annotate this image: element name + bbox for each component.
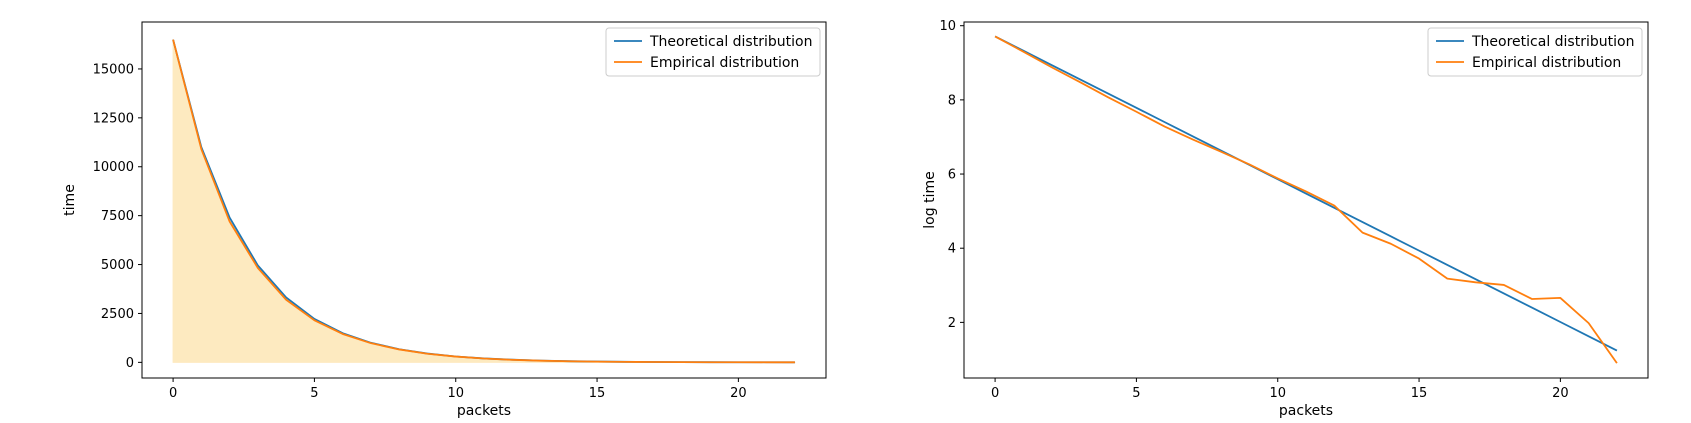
x-tick-label: 0 bbox=[169, 386, 177, 401]
chart-panel-1: 0 5 10 15 20 0 2500 5000 7500 10000 12500 15000 pack… bbox=[62, 21, 827, 419]
legend-label-theoretical: Theoretical distribution bbox=[1471, 34, 1634, 50]
plot-frame bbox=[963, 21, 1649, 379]
legend: Theoretical distribution Empirical distri… bbox=[1427, 27, 1643, 77]
chart-panel-2: 0 5 10 15 20 2 4 6 8 10 packets log time Theoretical… bbox=[922, 19, 1649, 419]
x-tick-label: 10 bbox=[447, 386, 464, 401]
x-tick-label: 5 bbox=[1132, 386, 1140, 401]
y-tick-label: 2 bbox=[948, 316, 956, 331]
x-tick-label: 20 bbox=[1552, 386, 1569, 401]
legend-box bbox=[1427, 27, 1643, 77]
legend-label-empirical: Empirical distribution bbox=[1472, 55, 1621, 71]
x-tick-label: 10 bbox=[1269, 386, 1286, 401]
legend-label-theoretical: Theoretical distribution bbox=[649, 34, 812, 50]
y-tick-label: 8 bbox=[948, 93, 956, 108]
y-tick-label: 5000 bbox=[101, 258, 134, 273]
series-line-empirical bbox=[172, 39, 795, 364]
series-line-empirical bbox=[994, 35, 1618, 364]
legend: Theoretical distribution Empirical distri… bbox=[605, 27, 821, 77]
series-line-theoretical bbox=[994, 35, 1618, 352]
y-axis-label: log time bbox=[922, 171, 938, 228]
y-tick-label: 0 bbox=[126, 356, 134, 371]
x-tick-label: 15 bbox=[589, 386, 606, 401]
y-tick-label: 10 bbox=[939, 19, 956, 34]
x-axis-label: packets bbox=[1279, 403, 1333, 419]
y-axis-label: time bbox=[62, 184, 78, 216]
y-tick-label: 6 bbox=[948, 168, 956, 183]
x-axis-label: packets bbox=[457, 403, 511, 419]
y-tick-label: 12500 bbox=[93, 111, 134, 126]
x-tick-label: 20 bbox=[730, 386, 747, 401]
y-tick-label: 2500 bbox=[101, 307, 134, 322]
area-fill bbox=[172, 39, 796, 363]
y-tick-label: 4 bbox=[948, 242, 956, 257]
x-tick-label: 15 bbox=[1411, 386, 1428, 401]
y-tick-label: 10000 bbox=[93, 160, 134, 175]
plot-frame bbox=[141, 21, 827, 379]
y-tick-label: 15000 bbox=[93, 62, 134, 77]
x-tick-label: 5 bbox=[310, 386, 318, 401]
legend-label-empirical: Empirical distribution bbox=[650, 55, 799, 71]
y-tick-label: 7500 bbox=[101, 209, 134, 224]
x-tick-label: 0 bbox=[991, 386, 999, 401]
legend-box bbox=[605, 27, 821, 77]
